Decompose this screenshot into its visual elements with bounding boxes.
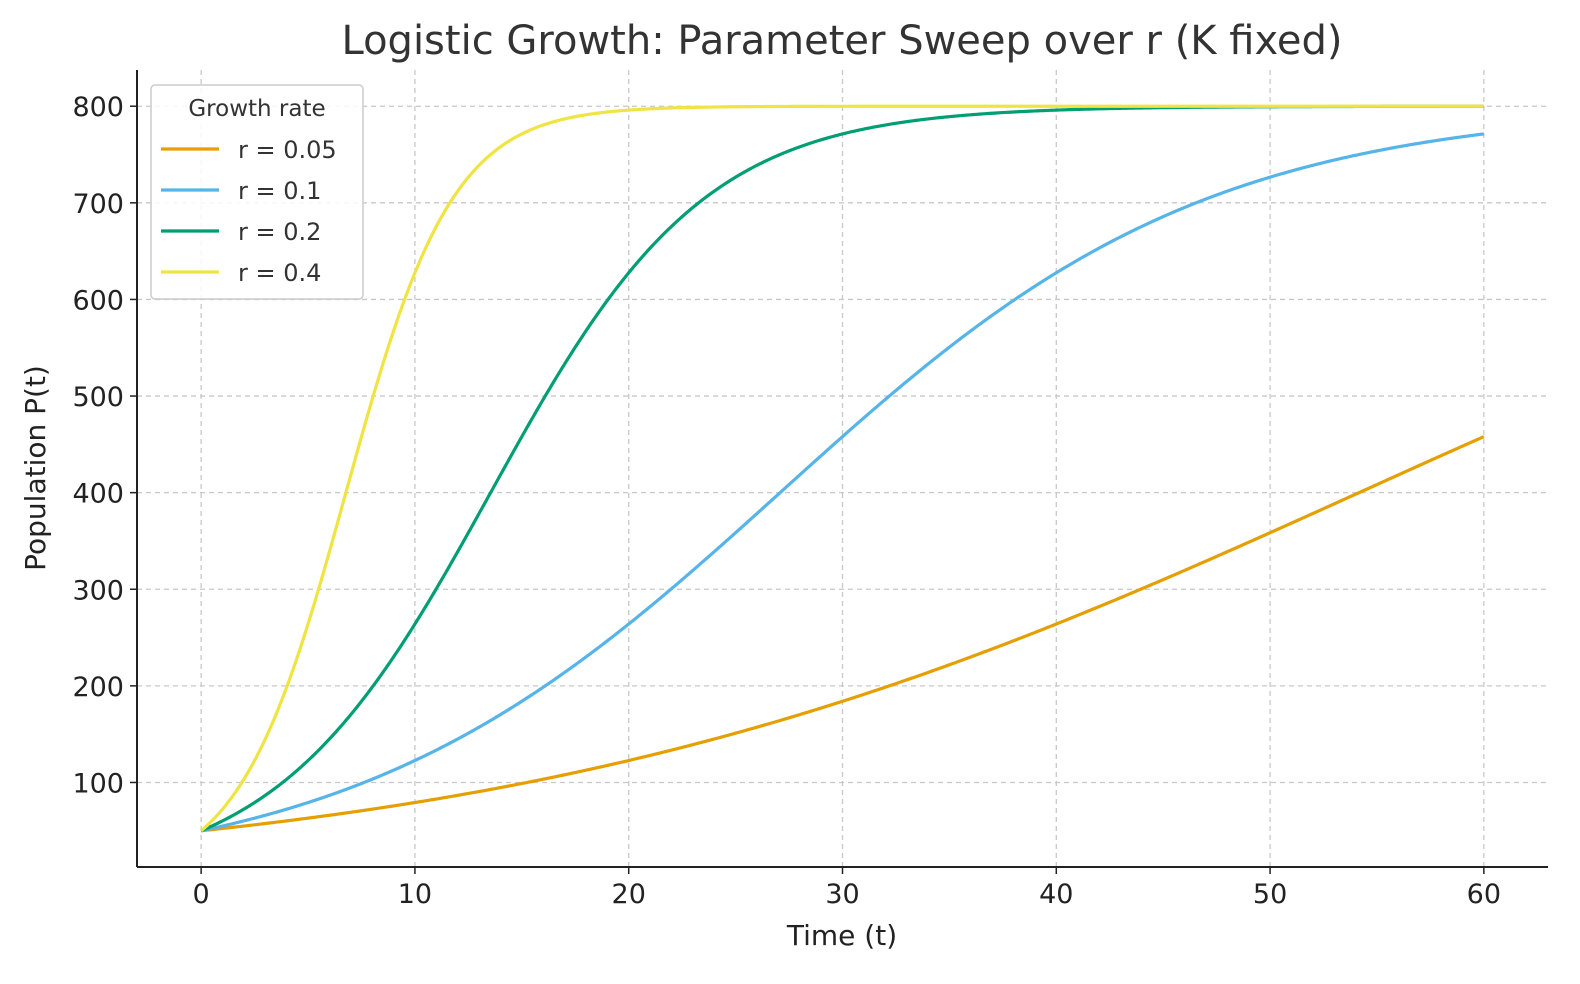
x-axis-label: Time (t) — [786, 919, 897, 952]
legend-title: Growth rate — [188, 96, 325, 122]
series-line-1 — [200, 132, 1485, 833]
ticks: 0 10 20 30 40 50 60 100 200 300 400 500 600 700 800 — [72, 92, 1501, 910]
y-tick-label: 600 — [72, 285, 124, 316]
x-tick-label: 10 — [398, 879, 432, 910]
series-lines — [200, 104, 1485, 833]
y-tick-label: 400 — [72, 479, 124, 510]
x-tick-label: 60 — [1467, 879, 1501, 910]
chart-title: Logistic Growth: Parameter Sweep over r … — [342, 18, 1343, 64]
y-tick-label: 700 — [72, 189, 124, 220]
y-axis-label: Population P(t) — [19, 365, 52, 571]
x-tick-label: 50 — [1253, 879, 1287, 910]
y-tick-label: 200 — [72, 672, 124, 703]
legend-label: r = 0.4 — [238, 259, 321, 287]
y-tick-label: 500 — [72, 382, 124, 413]
legend: Growth rate r = 0.05 r = 0.1 r = 0.2 r = 0.… — [150, 84, 364, 300]
series-line-0 — [200, 435, 1485, 833]
y-tick-label: 100 — [72, 768, 124, 799]
legend-label: r = 0.2 — [238, 218, 321, 246]
x-tick-label: 30 — [825, 879, 859, 910]
y-tick-label: 300 — [72, 575, 124, 606]
x-tick-label: 0 — [193, 879, 210, 910]
series-line-3 — [200, 104, 1484, 832]
legend-box — [150, 84, 364, 300]
legend-label: r = 0.1 — [238, 177, 321, 205]
legend-label: r = 0.05 — [238, 136, 337, 164]
x-tick-label: 40 — [1039, 879, 1073, 910]
x-tick-label: 20 — [612, 879, 646, 910]
y-tick-label: 800 — [72, 92, 124, 123]
